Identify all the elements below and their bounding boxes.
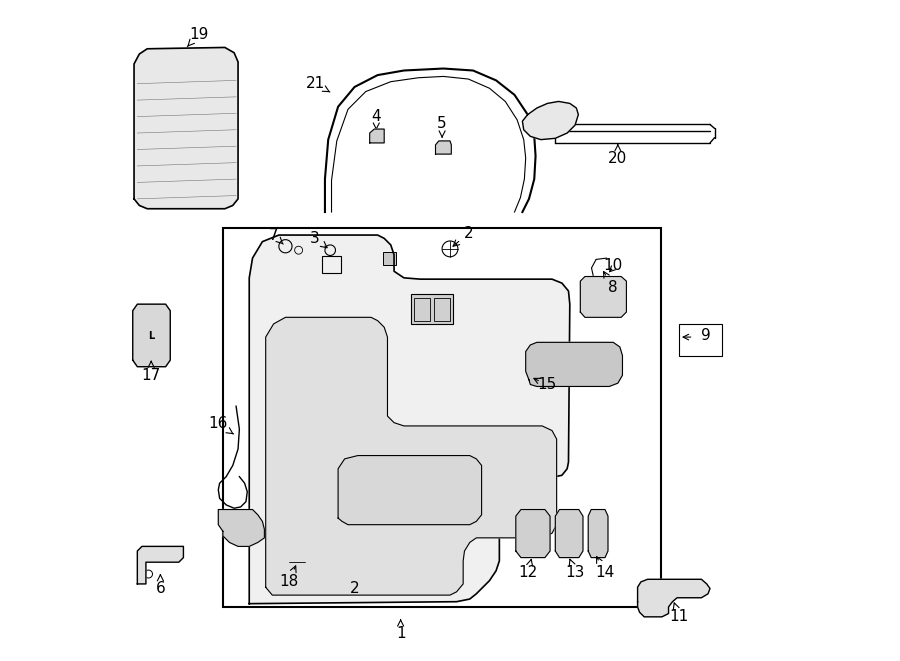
Bar — [158, 173, 216, 180]
Text: 19: 19 — [187, 27, 208, 47]
Bar — [158, 159, 216, 167]
Text: 1: 1 — [396, 620, 405, 641]
Text: 15: 15 — [538, 377, 557, 392]
Bar — [158, 146, 216, 154]
Polygon shape — [580, 276, 626, 317]
Bar — [158, 87, 216, 97]
Text: 20: 20 — [608, 145, 627, 165]
Polygon shape — [589, 510, 608, 558]
Text: 16: 16 — [209, 416, 233, 434]
Polygon shape — [370, 129, 384, 143]
Text: 13: 13 — [565, 559, 585, 580]
Polygon shape — [138, 547, 184, 584]
Bar — [382, 252, 396, 264]
Bar — [158, 103, 216, 113]
Bar — [616, 299, 620, 305]
Bar — [680, 324, 722, 356]
Polygon shape — [555, 510, 583, 558]
Text: 8: 8 — [604, 272, 618, 295]
Text: 17: 17 — [141, 362, 161, 383]
Bar — [434, 297, 450, 321]
Text: 12: 12 — [518, 559, 537, 580]
Bar — [410, 294, 454, 324]
Text: L: L — [148, 330, 154, 341]
Text: 14: 14 — [595, 557, 615, 580]
Polygon shape — [522, 101, 579, 139]
Bar — [414, 297, 430, 321]
Polygon shape — [516, 510, 550, 558]
Text: 9: 9 — [700, 329, 710, 343]
Text: 7: 7 — [269, 227, 284, 244]
Text: 10: 10 — [604, 258, 623, 274]
Bar — [158, 123, 216, 133]
Polygon shape — [249, 235, 570, 603]
Bar — [590, 299, 599, 305]
Text: 18: 18 — [279, 566, 299, 590]
Text: 2: 2 — [453, 225, 473, 247]
Text: 4: 4 — [372, 109, 381, 130]
Polygon shape — [637, 579, 710, 617]
Text: 11: 11 — [670, 603, 688, 625]
Bar — [603, 299, 613, 305]
Polygon shape — [132, 304, 170, 367]
Bar — [223, 229, 661, 607]
Text: 5: 5 — [437, 116, 447, 137]
Bar — [322, 256, 341, 272]
Text: 3: 3 — [310, 231, 327, 248]
Polygon shape — [219, 510, 265, 547]
Polygon shape — [436, 141, 451, 154]
Text: 2: 2 — [350, 581, 359, 596]
Text: 21: 21 — [305, 76, 330, 92]
Polygon shape — [526, 342, 623, 387]
Bar — [585, 283, 621, 309]
Polygon shape — [134, 48, 238, 209]
Polygon shape — [266, 317, 556, 595]
Text: 6: 6 — [156, 574, 166, 596]
Polygon shape — [338, 455, 482, 525]
